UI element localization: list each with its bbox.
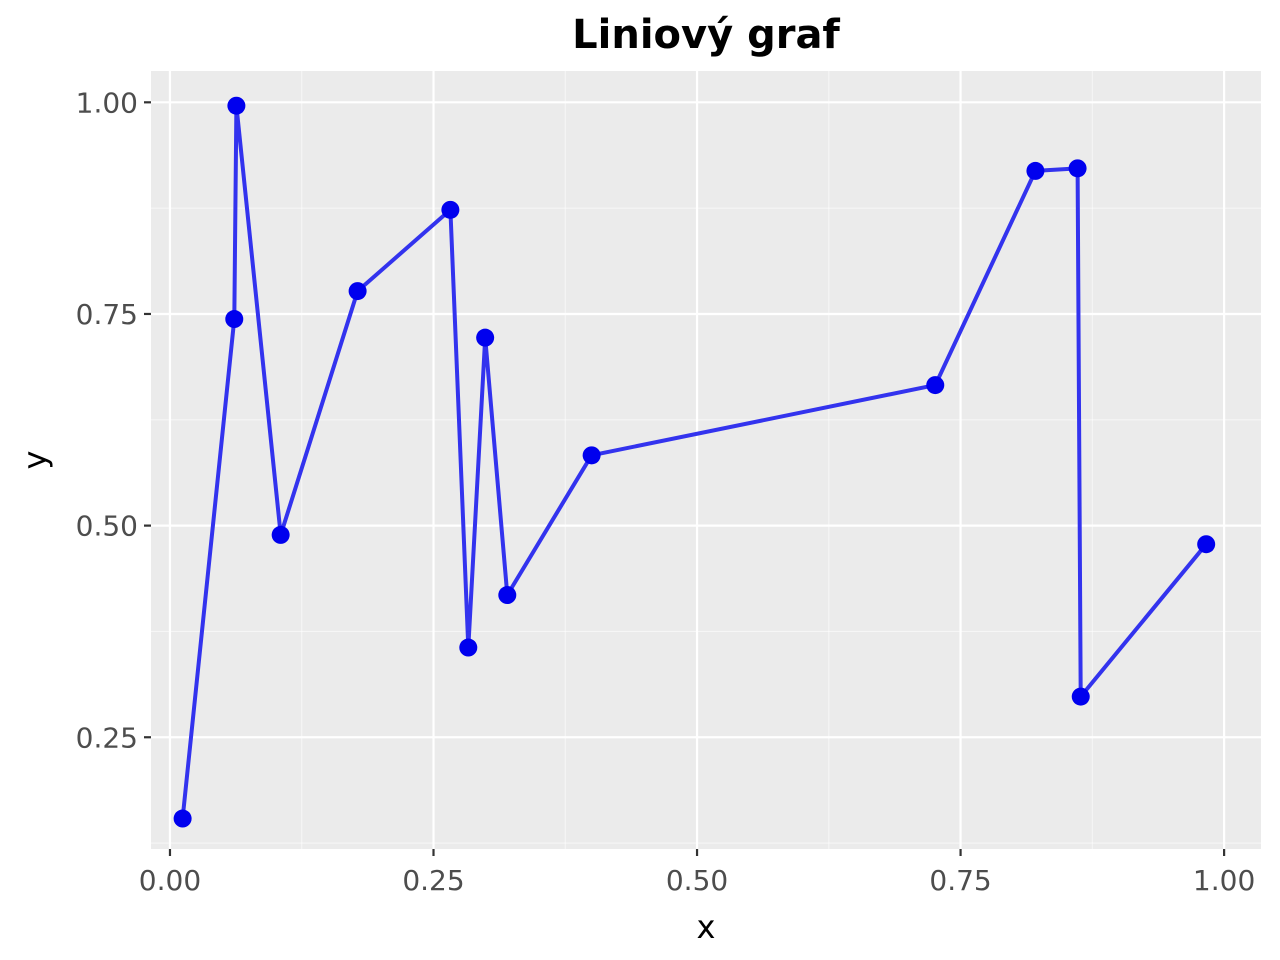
- data-point: [459, 638, 478, 657]
- y-axis-title: y: [16, 451, 54, 470]
- data-point: [1197, 535, 1216, 554]
- y-axis: 0.25 0.50 0.75 1.00: [76, 86, 151, 754]
- data-point: [582, 446, 601, 465]
- x-tick-label: 0.50: [666, 864, 728, 897]
- data-point: [1068, 159, 1087, 178]
- data-point: [173, 809, 192, 828]
- data-point: [441, 200, 460, 219]
- y-tick-label: 0.75: [76, 298, 138, 331]
- x-axis: 0.00 0.25 0.50 0.75 1.00: [139, 849, 1255, 897]
- x-tick-label: 0.00: [139, 864, 201, 897]
- data-point: [227, 96, 246, 115]
- chart-title: Liniový graf: [572, 12, 840, 58]
- data-point: [1071, 687, 1090, 706]
- y-tick-label: 0.25: [76, 721, 138, 754]
- major-gridlines: [151, 71, 1261, 849]
- minor-gridlines: [151, 71, 1261, 849]
- series-layer: [173, 96, 1216, 828]
- data-point: [225, 310, 244, 329]
- x-tick-label: 1.00: [1193, 864, 1255, 897]
- data-point: [348, 282, 367, 301]
- x-axis-title: x: [697, 908, 716, 946]
- x-tick-label: 0.75: [929, 864, 991, 897]
- data-point: [476, 328, 495, 347]
- data-point: [498, 586, 517, 605]
- y-tick-label: 1.00: [76, 86, 138, 119]
- plot-panel: [151, 71, 1261, 849]
- data-point: [1026, 161, 1045, 180]
- data-point: [926, 376, 945, 395]
- data-point: [271, 525, 290, 544]
- x-tick-label: 0.25: [402, 864, 464, 897]
- y-tick-label: 0.50: [76, 510, 138, 543]
